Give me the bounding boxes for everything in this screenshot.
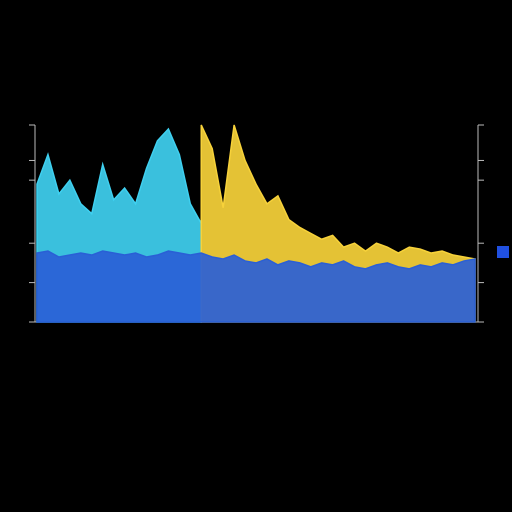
area <box>36 250 476 323</box>
legend-swatch <box>497 246 509 258</box>
